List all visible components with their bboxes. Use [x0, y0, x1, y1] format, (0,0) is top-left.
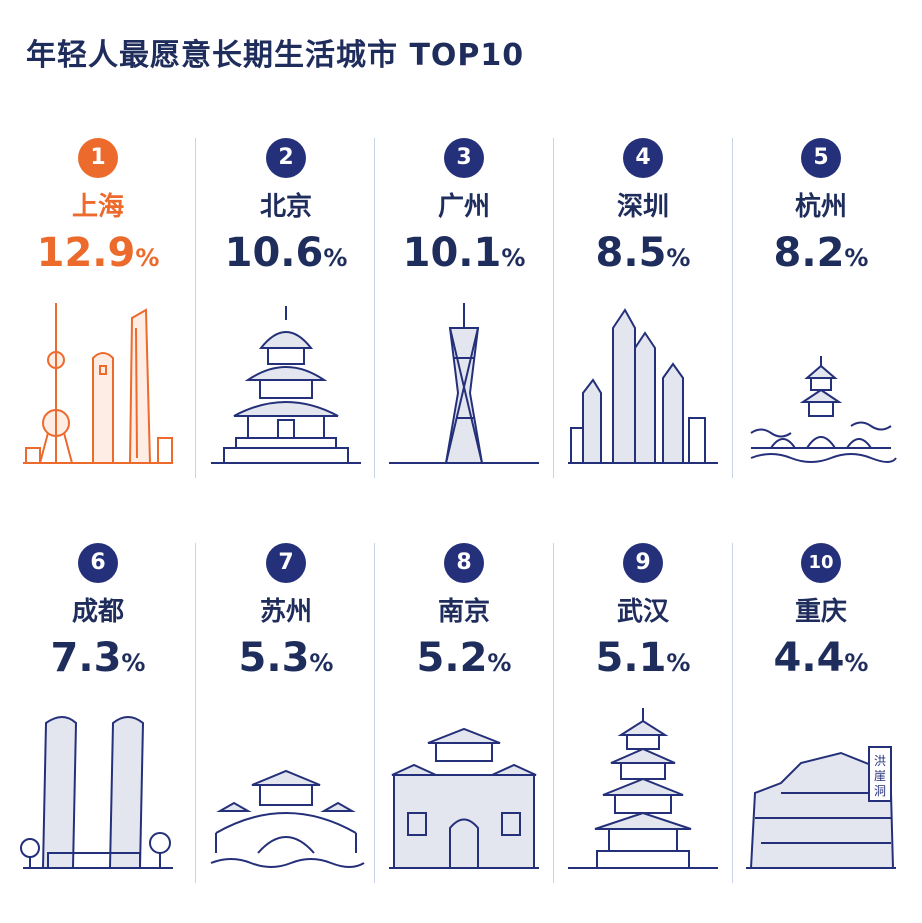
city-name: 杭州 — [794, 192, 847, 222]
rank-badge: 5 — [801, 138, 841, 178]
percent-sign: % — [121, 649, 146, 677]
percentage-number: 5.3 — [238, 635, 310, 681]
column-divider — [553, 543, 554, 883]
percentage-number: 10.6 — [224, 230, 324, 276]
rank-badge: 3 — [444, 138, 484, 178]
city-name: 武汉 — [616, 597, 669, 627]
svg-text:洞: 洞 — [874, 784, 886, 798]
city-name: 南京 — [437, 597, 490, 627]
chengdu-twin-towers-icon — [18, 703, 178, 873]
percentage-number: 10.1 — [402, 230, 502, 276]
city-name: 深圳 — [616, 192, 669, 222]
yellow-crane-tower-icon — [563, 703, 723, 873]
percentage-value: 7.3% — [8, 635, 188, 681]
nanjing-city-gate-icon — [384, 703, 544, 873]
percentage-value: 8.5% — [553, 230, 733, 276]
city-card: 8 南京 5.2% — [374, 543, 554, 923]
city-card: 6 成都 7.3% — [8, 543, 188, 923]
city-name: 重庆 — [794, 597, 847, 627]
percentage-number: 12.9 — [36, 230, 136, 276]
shenzhen-skyscrapers-icon — [563, 298, 723, 468]
rank-badge: 2 — [266, 138, 306, 178]
percent-sign: % — [666, 244, 691, 272]
shanghai-skyline-icon — [18, 298, 178, 468]
rank-badge: 7 — [266, 543, 306, 583]
percentage-value: 4.4% — [731, 635, 911, 681]
percentage-value: 5.2% — [374, 635, 554, 681]
rank-badge: 9 — [623, 543, 663, 583]
column-divider — [553, 138, 554, 478]
city-card: 1 上海 12.9% — [8, 138, 188, 518]
city-card: 4 深圳 8.5% — [553, 138, 733, 518]
rank-badge: 10 — [801, 543, 841, 583]
column-divider — [374, 138, 375, 478]
percentage-value: 10.1% — [374, 230, 554, 276]
city-card: 7 苏州 5.3% — [196, 543, 376, 923]
svg-text:崖: 崖 — [874, 769, 886, 783]
percentage-number: 5.1 — [595, 635, 667, 681]
rank-badge: 8 — [444, 543, 484, 583]
city-card: 2 北京 10.6% — [196, 138, 376, 518]
percentage-number: 7.3 — [50, 635, 122, 681]
percent-sign: % — [487, 649, 512, 677]
rank-badge: 4 — [623, 138, 663, 178]
page-title: 年轻人最愿意长期生活城市 TOP10 — [26, 38, 525, 73]
city-ranking-grid: 1 上海 12.9% 2 北京 10.6% — [8, 138, 911, 883]
city-card: 9 武汉 5.1% — [553, 543, 733, 923]
column-divider — [195, 543, 196, 883]
percentage-value: 8.2% — [731, 230, 911, 276]
city-name: 苏州 — [259, 597, 312, 627]
rank-badge: 1 — [78, 138, 118, 178]
percentage-number: 5.2 — [416, 635, 488, 681]
percentage-value: 10.6% — [196, 230, 376, 276]
percent-sign: % — [323, 244, 348, 272]
city-name: 上海 — [71, 192, 124, 222]
city-name: 成都 — [71, 597, 124, 627]
hongyadong-icon: 洪 崖 洞 — [741, 703, 901, 873]
svg-text:洪: 洪 — [874, 754, 886, 768]
percentage-value: 5.3% — [196, 635, 376, 681]
percent-sign: % — [309, 649, 334, 677]
percentage-value: 12.9% — [8, 230, 188, 276]
percentage-value: 5.1% — [553, 635, 733, 681]
percent-sign: % — [844, 244, 869, 272]
city-name: 北京 — [259, 192, 312, 222]
column-divider — [195, 138, 196, 478]
column-divider — [732, 138, 733, 478]
city-card: 3 广州 10.1% — [374, 138, 554, 518]
percentage-number: 8.5 — [595, 230, 667, 276]
canton-tower-icon — [384, 298, 544, 468]
column-divider — [374, 543, 375, 883]
column-divider — [732, 543, 733, 883]
percent-sign: % — [844, 649, 869, 677]
city-card: 10 重庆 4.4% 洪 崖 洞 — [731, 543, 911, 923]
percent-sign: % — [666, 649, 691, 677]
temple-of-heaven-icon — [206, 298, 366, 468]
percent-sign: % — [501, 244, 526, 272]
percentage-number: 4.4 — [773, 635, 845, 681]
rank-badge: 6 — [78, 543, 118, 583]
suzhou-garden-bridge-icon — [206, 703, 366, 873]
city-card: 5 杭州 8.2% — [731, 138, 911, 518]
percentage-number: 8.2 — [773, 230, 845, 276]
percent-sign: % — [135, 244, 160, 272]
hangzhou-pagoda-bridge-icon — [741, 298, 901, 468]
city-name: 广州 — [437, 192, 490, 222]
